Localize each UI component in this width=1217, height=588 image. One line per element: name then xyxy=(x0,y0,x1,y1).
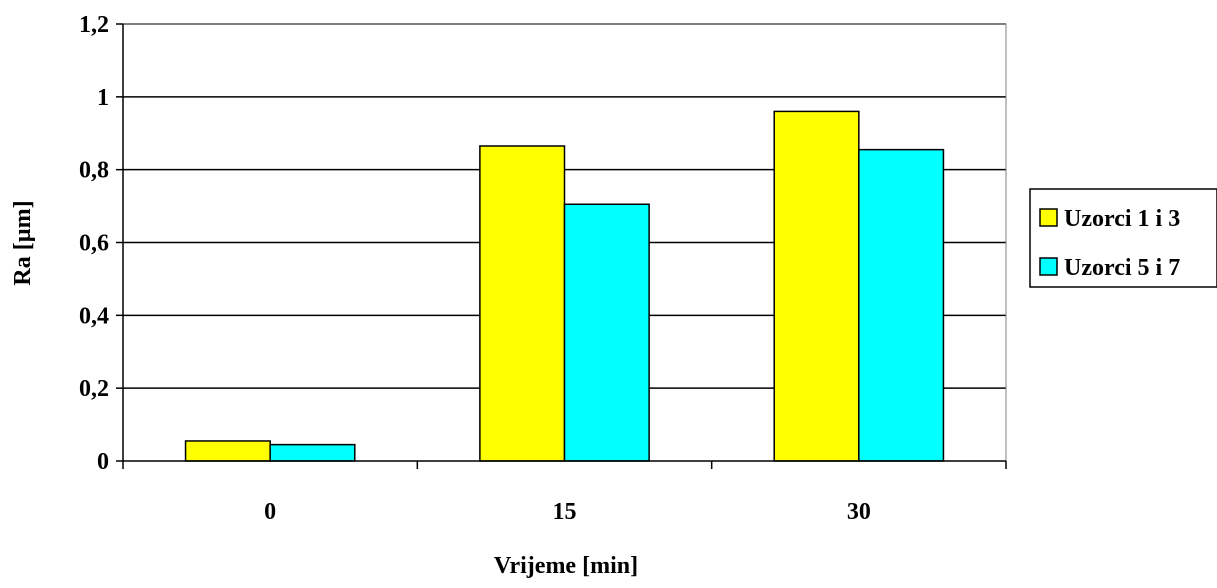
y-tick-label-5: 1 xyxy=(97,85,109,111)
bar-series-2-cat-0 xyxy=(269,443,356,462)
y-axis-title: Ra [µm] xyxy=(10,200,36,285)
bars xyxy=(184,110,945,462)
bar-series-2-cat-30 xyxy=(858,148,945,462)
axes xyxy=(116,23,1007,469)
legend: Uzorci 1 i 3 Uzorci 5 i 7 xyxy=(1029,188,1217,288)
x-axis-title: Vrijeme [min] xyxy=(494,553,638,579)
y-tick-label-4: 0,8 xyxy=(79,158,109,184)
x-tick-label-0: 0 xyxy=(264,499,276,525)
bar-series-1-cat-30 xyxy=(773,110,860,462)
legend-swatch-series-1 xyxy=(1039,208,1058,227)
y-tick-label-3: 0,6 xyxy=(79,231,109,257)
bar-series-1-cat-15 xyxy=(479,145,566,462)
y-tick-label-2: 0,4 xyxy=(79,303,109,329)
y-tick-label-0: 0 xyxy=(97,449,109,475)
y-tick-labels: 0 0,2 0,4 0,6 0,8 1 1,2 xyxy=(79,12,109,475)
x-tick-label-15: 15 xyxy=(553,499,577,525)
x-tick-label-30: 30 xyxy=(847,499,871,525)
bar-series-1-cat-0 xyxy=(184,440,271,462)
legend-swatch-series-2 xyxy=(1039,257,1058,276)
y-tick-label-1: 0,2 xyxy=(79,376,109,402)
bar-series-2-cat-15 xyxy=(563,203,650,462)
y-tick-label-6: 1,2 xyxy=(79,12,109,38)
legend-label-series-2: Uzorci 5 i 7 xyxy=(1064,255,1180,281)
legend-label-series-1: Uzorci 1 i 3 xyxy=(1064,206,1180,232)
legend-frame xyxy=(1029,188,1217,288)
x-tick-labels: 0 15 30 xyxy=(264,499,871,525)
